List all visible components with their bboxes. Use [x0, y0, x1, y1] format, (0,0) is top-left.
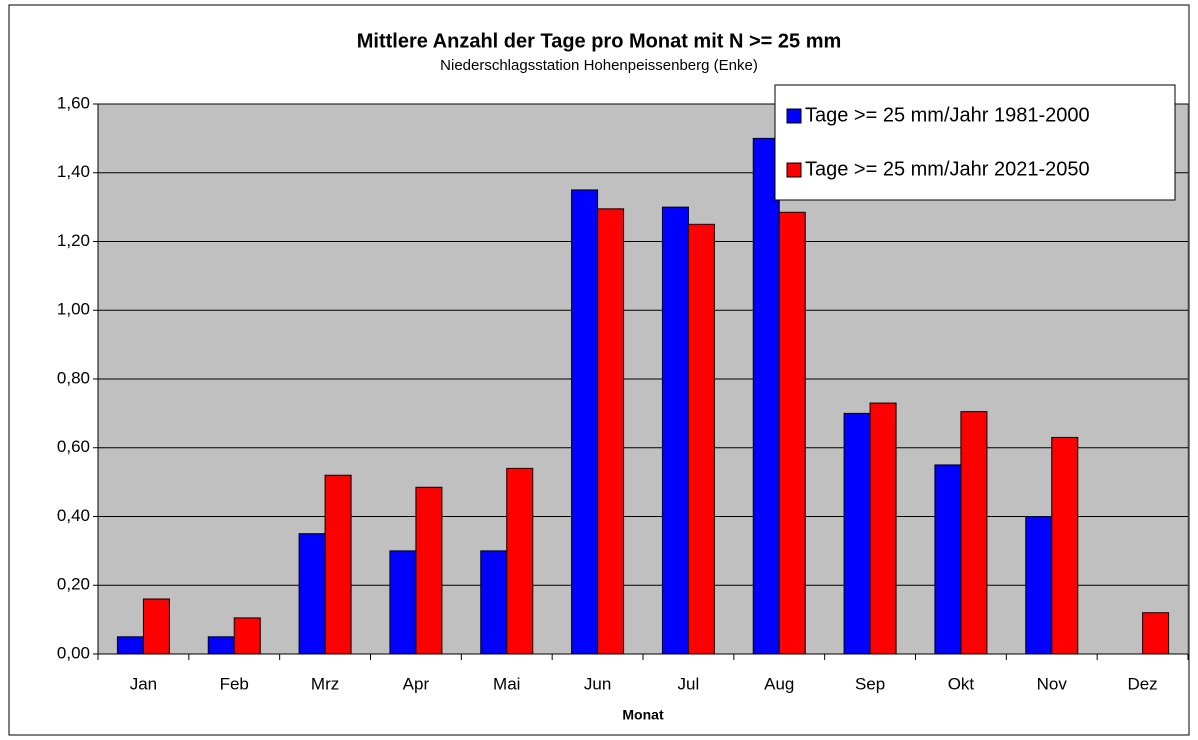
bar [934, 464, 962, 655]
chart-title: Mittlere Anzahl der Tage pro Monat mit N… [357, 30, 842, 52]
bar [661, 206, 689, 655]
bar [415, 486, 443, 655]
bar [480, 550, 508, 655]
x-tick-label: Dez [1127, 674, 1157, 693]
y-tick-label: 1,60 [57, 93, 90, 112]
y-tick-label: 1,20 [57, 231, 90, 250]
bar [597, 208, 625, 655]
x-tick-label: Apr [403, 674, 430, 693]
bar [960, 411, 988, 655]
y-tick-label: 0,80 [57, 368, 90, 387]
bar [1142, 612, 1170, 655]
x-tick-label: Okt [948, 674, 975, 693]
x-tick-label: Mrz [311, 674, 339, 693]
y-tick-label: 0,60 [57, 437, 90, 456]
bar [1025, 516, 1053, 655]
legend-box [774, 84, 1176, 201]
bar [233, 617, 261, 655]
legend-swatch [786, 108, 802, 124]
bar [506, 467, 534, 655]
bar [324, 474, 352, 655]
legend-swatch [786, 162, 802, 178]
bar [843, 412, 871, 655]
x-tick-label: Mai [493, 674, 520, 693]
legend-label: Tage >= 25 mm/Jahr 1981-2000 [805, 104, 1090, 126]
bar [687, 223, 715, 655]
x-tick-label: Jul [678, 674, 700, 693]
legend-label: Tage >= 25 mm/Jahr 2021-2050 [805, 158, 1090, 180]
y-tick-label: 0,00 [57, 643, 90, 662]
x-tick-label: Jan [130, 674, 157, 693]
bar [869, 402, 897, 655]
y-tick-label: 0,20 [57, 575, 90, 594]
y-tick-label: 0,40 [57, 506, 90, 525]
y-tick-label: 1,00 [57, 300, 90, 319]
bar [778, 211, 806, 655]
bar [571, 189, 599, 655]
bar [389, 550, 417, 655]
x-tick-label: Nov [1037, 674, 1068, 693]
x-axis-label: Monat [622, 707, 664, 723]
bar [752, 137, 780, 655]
bar [1051, 436, 1079, 655]
bar [207, 636, 235, 655]
y-tick-label: 1,40 [57, 162, 90, 181]
x-tick-label: Jun [584, 674, 611, 693]
x-tick-label: Sep [855, 674, 885, 693]
bar [142, 598, 170, 655]
x-tick-label: Feb [220, 674, 249, 693]
x-tick-label: Aug [764, 674, 794, 693]
bar [116, 636, 144, 655]
chart-subtitle: Niederschlagsstation Hohenpeissenberg (E… [440, 57, 758, 74]
bar [298, 533, 326, 655]
